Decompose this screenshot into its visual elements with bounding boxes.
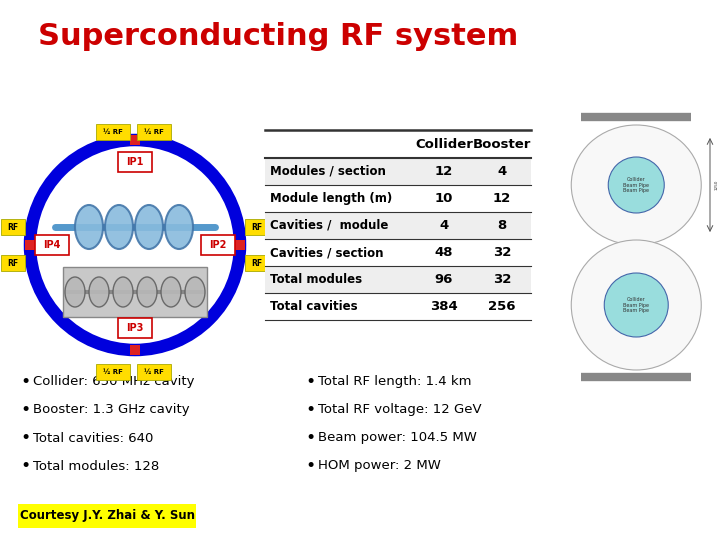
Text: Beam power: 104.5 MW: Beam power: 104.5 MW xyxy=(318,431,477,444)
Ellipse shape xyxy=(137,277,157,307)
Bar xyxy=(130,345,140,355)
Text: ½ RF: ½ RF xyxy=(103,369,123,375)
Text: Collider
Beam Pipe
Beam Pipe: Collider Beam Pipe Beam Pipe xyxy=(624,177,649,193)
Text: 1250: 1250 xyxy=(715,180,719,190)
Text: RF: RF xyxy=(251,259,263,267)
FancyBboxPatch shape xyxy=(137,364,171,380)
Bar xyxy=(130,135,140,145)
Text: Modules / section: Modules / section xyxy=(270,165,386,178)
Circle shape xyxy=(608,157,665,213)
Text: RF: RF xyxy=(7,222,19,232)
FancyBboxPatch shape xyxy=(96,364,130,380)
Bar xyxy=(265,212,531,239)
Text: 8: 8 xyxy=(498,219,507,232)
Text: Total RF length: 1.4 km: Total RF length: 1.4 km xyxy=(318,375,472,388)
Circle shape xyxy=(604,273,668,337)
Text: ½ RF: ½ RF xyxy=(103,129,123,135)
FancyBboxPatch shape xyxy=(137,124,171,140)
Ellipse shape xyxy=(165,205,193,249)
Text: Collider
Beam Pipe
Beam Pipe: Collider Beam Pipe Beam Pipe xyxy=(624,296,649,313)
Text: ½ RF: ½ RF xyxy=(144,129,164,135)
FancyBboxPatch shape xyxy=(35,235,69,255)
Ellipse shape xyxy=(571,240,701,370)
Ellipse shape xyxy=(65,277,85,307)
Text: •: • xyxy=(20,373,30,391)
FancyBboxPatch shape xyxy=(201,235,235,255)
Text: Cavities / section: Cavities / section xyxy=(270,246,384,259)
Text: IP2: IP2 xyxy=(210,240,227,250)
Ellipse shape xyxy=(89,277,109,307)
Bar xyxy=(265,185,531,212)
Bar xyxy=(265,293,531,320)
Text: Courtesy J.Y. Zhai & Y. Sun: Courtesy J.Y. Zhai & Y. Sun xyxy=(19,510,194,523)
Text: RF: RF xyxy=(251,222,263,232)
Text: Total modules: Total modules xyxy=(270,273,362,286)
FancyBboxPatch shape xyxy=(96,124,130,140)
Text: Module length (m): Module length (m) xyxy=(270,192,392,205)
Text: •: • xyxy=(305,373,315,391)
FancyBboxPatch shape xyxy=(245,219,269,235)
Text: 12: 12 xyxy=(435,165,453,178)
Text: RF: RF xyxy=(7,259,19,267)
Bar xyxy=(235,240,245,250)
Text: 96: 96 xyxy=(435,273,453,286)
Text: •: • xyxy=(305,401,315,419)
Text: •: • xyxy=(20,401,30,419)
FancyBboxPatch shape xyxy=(118,318,152,338)
Ellipse shape xyxy=(185,277,205,307)
FancyBboxPatch shape xyxy=(118,152,152,172)
Circle shape xyxy=(28,138,242,352)
Ellipse shape xyxy=(75,205,103,249)
Text: 4: 4 xyxy=(498,165,507,178)
Text: 10: 10 xyxy=(435,192,453,205)
Bar xyxy=(265,158,531,185)
Ellipse shape xyxy=(135,205,163,249)
Text: IP3: IP3 xyxy=(126,323,144,333)
Ellipse shape xyxy=(161,277,181,307)
FancyBboxPatch shape xyxy=(245,255,269,271)
Bar xyxy=(25,240,35,250)
Text: Total modules: 128: Total modules: 128 xyxy=(33,460,159,472)
Text: IP1: IP1 xyxy=(126,157,144,167)
Text: Total cavities: Total cavities xyxy=(270,300,358,313)
Text: Total RF voltage: 12 GeV: Total RF voltage: 12 GeV xyxy=(318,403,482,416)
Text: Superconducting RF system: Superconducting RF system xyxy=(38,22,518,51)
FancyBboxPatch shape xyxy=(1,255,25,271)
Text: 256: 256 xyxy=(488,300,516,313)
Text: 48: 48 xyxy=(435,246,454,259)
Ellipse shape xyxy=(113,277,133,307)
Ellipse shape xyxy=(571,125,701,245)
FancyBboxPatch shape xyxy=(63,267,207,317)
Text: Booster: 1.3 GHz cavity: Booster: 1.3 GHz cavity xyxy=(33,403,189,416)
Text: •: • xyxy=(20,429,30,447)
Text: Cavities /  module: Cavities / module xyxy=(270,219,388,232)
Text: 32: 32 xyxy=(492,246,511,259)
Text: HOM power: 2 MW: HOM power: 2 MW xyxy=(318,460,441,472)
Text: Booster: Booster xyxy=(473,138,531,151)
Text: 4: 4 xyxy=(439,219,449,232)
Text: •: • xyxy=(305,457,315,475)
Text: Total cavities: 640: Total cavities: 640 xyxy=(33,431,153,444)
Text: •: • xyxy=(20,457,30,475)
Bar xyxy=(265,239,531,266)
Text: 384: 384 xyxy=(430,300,458,313)
Bar xyxy=(18,504,196,528)
Bar xyxy=(265,266,531,293)
Ellipse shape xyxy=(105,205,133,249)
Text: 12: 12 xyxy=(493,192,511,205)
Text: Collider: 650 MHz cavity: Collider: 650 MHz cavity xyxy=(33,375,194,388)
Text: ½ RF: ½ RF xyxy=(144,369,164,375)
Text: IP4: IP4 xyxy=(43,240,60,250)
Text: •: • xyxy=(305,429,315,447)
FancyBboxPatch shape xyxy=(1,219,25,235)
Text: 32: 32 xyxy=(492,273,511,286)
Text: Collider: Collider xyxy=(415,138,473,151)
